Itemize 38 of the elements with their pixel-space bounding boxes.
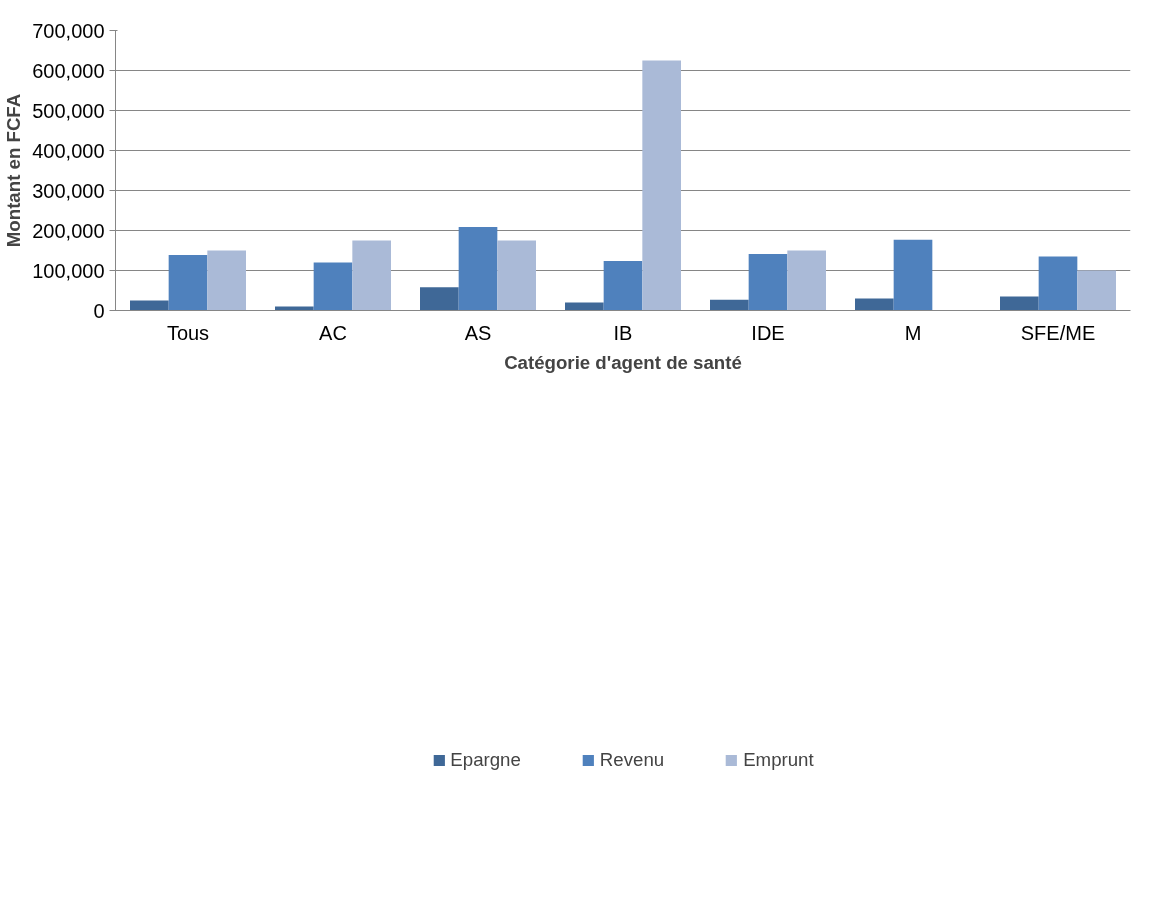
bar bbox=[1038, 256, 1078, 311]
bar bbox=[642, 60, 681, 311]
bar bbox=[603, 260, 643, 311]
bar bbox=[313, 262, 353, 311]
x-tick-label: Tous bbox=[166, 321, 210, 344]
y-tick-label: 100,000 bbox=[32, 259, 105, 282]
bar bbox=[1077, 270, 1116, 311]
bar bbox=[787, 250, 826, 311]
bar bbox=[1000, 296, 1039, 311]
bar bbox=[130, 300, 169, 311]
bar bbox=[352, 240, 391, 311]
x-tick-label: M bbox=[904, 321, 922, 344]
x-tick-label: AC bbox=[319, 321, 347, 344]
bar bbox=[207, 250, 246, 311]
y-tick-label: 600,000 bbox=[32, 59, 105, 82]
bar bbox=[497, 240, 536, 311]
x-tick-label: IDE bbox=[751, 321, 785, 344]
legend-label: Emprunt bbox=[743, 748, 814, 771]
y-tick-label: 700,000 bbox=[32, 19, 105, 42]
bar bbox=[748, 254, 788, 311]
bar bbox=[420, 287, 459, 311]
x-tick-label: AS bbox=[464, 321, 492, 344]
y-tick-label: 400,000 bbox=[32, 139, 105, 162]
legend-label: Revenu bbox=[599, 748, 665, 771]
bar bbox=[710, 299, 749, 311]
y-tick-label: 200,000 bbox=[32, 219, 105, 242]
x-tick-label: IB bbox=[613, 321, 633, 344]
y-tick-label: 500,000 bbox=[32, 99, 105, 122]
y-axis-title: Montant en FCFA bbox=[3, 93, 25, 248]
y-tick-label: 0 bbox=[93, 299, 105, 322]
y-tick-label: 300,000 bbox=[32, 179, 105, 202]
legend-label: Epargne bbox=[450, 748, 521, 771]
x-tick-label: SFE/ME bbox=[1020, 321, 1096, 344]
bar bbox=[893, 239, 933, 311]
bar bbox=[855, 298, 894, 311]
x-axis-title: Catégorie d'agent de santé bbox=[504, 351, 742, 373]
bar bbox=[168, 254, 208, 311]
bar bbox=[458, 226, 498, 311]
